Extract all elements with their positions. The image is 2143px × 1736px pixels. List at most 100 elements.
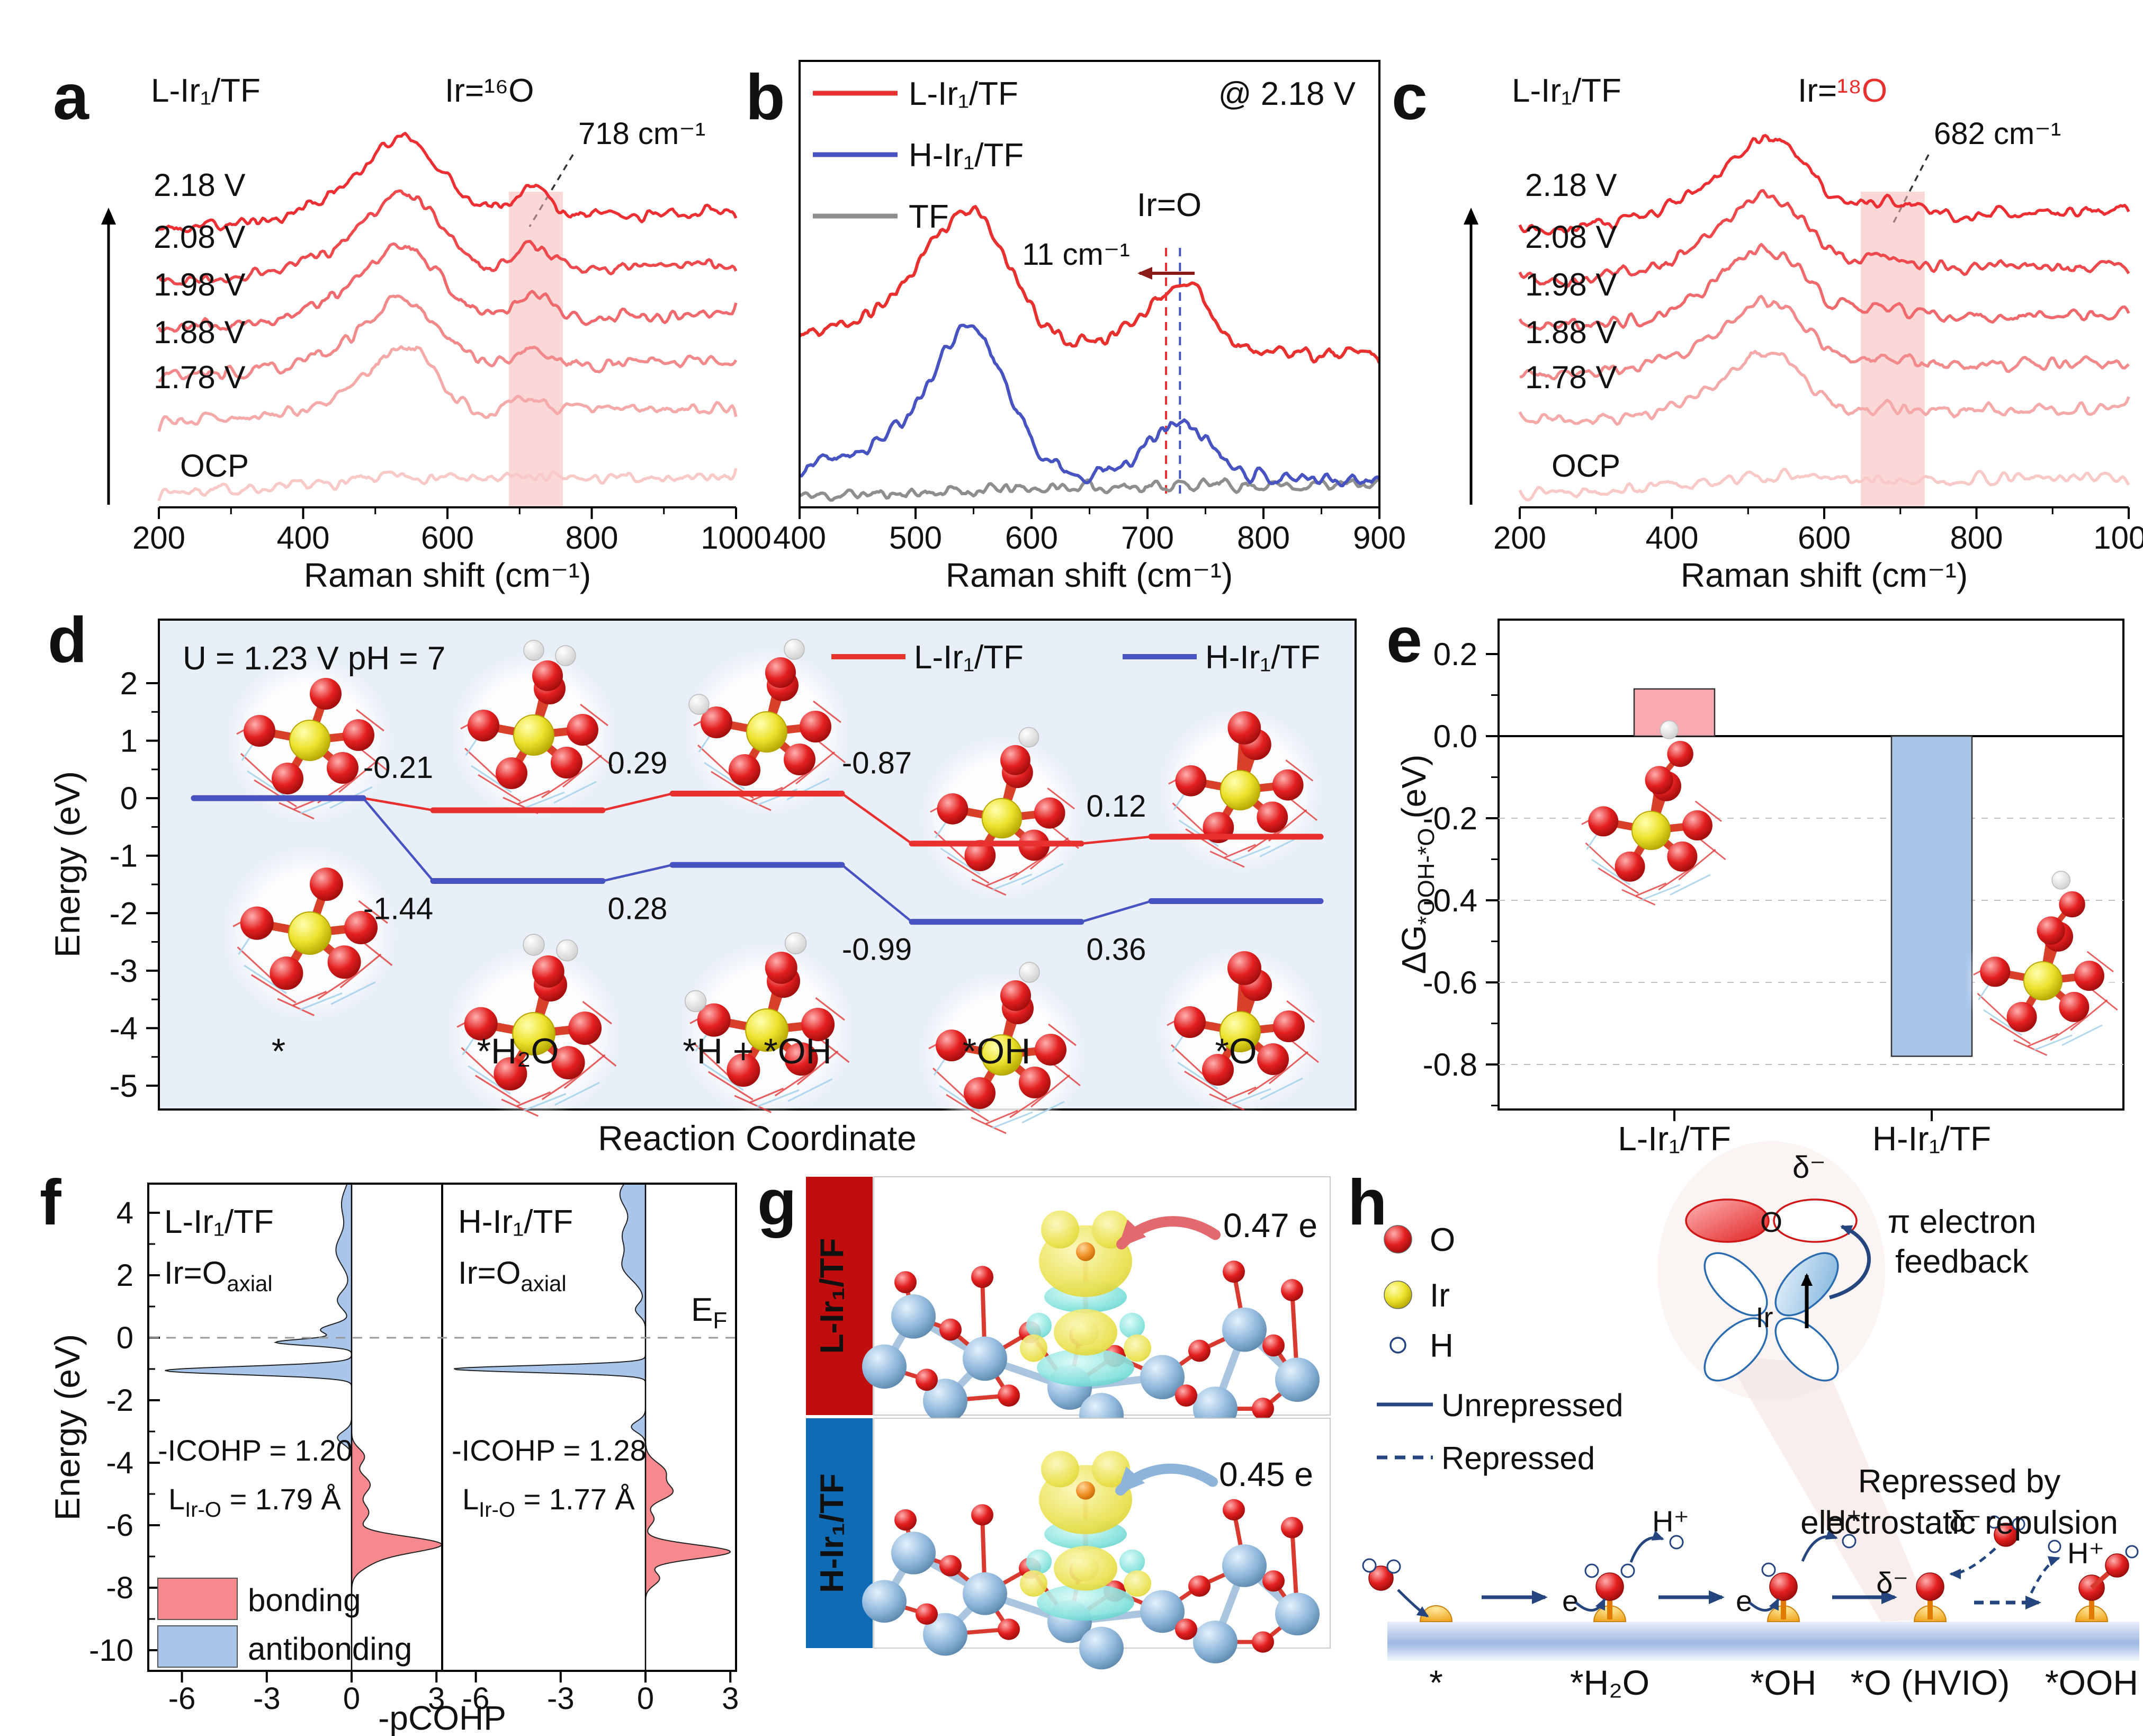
charge-label-l: 0.47 e [1223, 1206, 1317, 1245]
delta-minus-label: δ⁻ [1949, 1505, 1981, 1538]
lattice-red-line [363, 942, 393, 967]
trace-label: 1.78 V [154, 360, 245, 395]
charge-density-scene [862, 1418, 1331, 1670]
lattice-red-line [292, 990, 327, 1006]
species-label-c: Ir=¹⁸O [1798, 73, 1887, 109]
banner-label-l: L-Ir₁/TF [814, 1238, 850, 1354]
hydrogen-atom [556, 939, 578, 962]
oxygen-atom [310, 678, 342, 710]
lattice-red-line [1030, 1074, 1070, 1108]
molecule-inset [452, 640, 616, 817]
lattice-red-line [1209, 851, 1245, 868]
delta-g-value: 0.28 [608, 891, 668, 926]
lattice-red-line [501, 1098, 539, 1117]
oxygen-atom [532, 660, 563, 691]
electron-label: e [1562, 1584, 1579, 1617]
hydrogen-atom [2125, 1545, 2139, 1559]
lattice-red-line [694, 1043, 734, 1081]
lattice-blue-line [992, 1111, 1033, 1129]
y-tick-label: -2 [106, 1383, 133, 1418]
step-label-3: *O (HVIO) [1851, 1663, 2010, 1702]
oxygen-atom [1252, 1631, 1274, 1653]
step-connector [602, 792, 673, 812]
legend-label: H-Ir₁/TF [909, 137, 1024, 174]
oxygen-atom [729, 754, 760, 786]
delta-g-value: -1.44 [363, 891, 433, 926]
bond-main: Ir=O [458, 1255, 521, 1291]
f-left-bond: Ir=Oaxial [164, 1255, 273, 1296]
lattice-red-line [1598, 867, 1639, 894]
legend-atom-Ir [1384, 1281, 1412, 1309]
oxygen-atom [1227, 951, 1261, 985]
energy-diagram: 2 1 0 -1 -2 -3 -4 -5 -0.21 0.29 -0.87 0.12 -1.44 0.28… [110, 619, 1357, 1137]
pcohp-curves-L-Ir₁/TF [165, 1185, 441, 1600]
trace-label: 1.98 V [154, 267, 245, 302]
oxygen-atom [2059, 891, 2085, 918]
ef-sub: F [713, 1308, 727, 1334]
trace-label: OCP [180, 448, 249, 484]
ir-o-label: Ir=O [1137, 187, 1201, 223]
x-tick-label: 200 [132, 520, 185, 556]
electron-label: e [1736, 1584, 1752, 1617]
antibonding-area [165, 1185, 352, 1600]
raman-trace-OCP [1518, 468, 2130, 502]
oxygen-atom [800, 711, 831, 742]
lattice-red-line [934, 830, 972, 866]
y-tick-label: -0.8 [1423, 1047, 1477, 1082]
trace-label: 2.08 V [154, 219, 245, 255]
molecule-inset [920, 962, 1084, 1137]
y-tick-label: 4 [116, 1196, 133, 1230]
lattice-blue-line [553, 781, 597, 804]
f-left-sample: L-Ir₁/TF [164, 1204, 274, 1240]
lattice-red-line [2086, 951, 2114, 973]
y-tick-label: -1 [110, 838, 138, 874]
molecule-inset [223, 847, 396, 1019]
ylabel-sub: *OOH-*O [1413, 828, 1439, 925]
delta-minus-label: δ⁻ [1876, 1566, 1908, 1599]
delta-g-value: -0.99 [842, 933, 912, 967]
raman-trace-2.18 V [158, 131, 738, 234]
x-tick-label: 500 [889, 520, 942, 556]
panel-e-letter: e [1386, 604, 1422, 676]
iridium-atom [981, 1034, 1023, 1076]
oxygen-atom [2105, 1553, 2129, 1578]
oxygen-atom [1257, 801, 1288, 833]
deprotonation-arrow [1629, 1531, 1664, 1563]
f-right-length: LIr-O = 1.77 Å [462, 1482, 635, 1522]
iridium-atom [981, 798, 1023, 839]
step-label-4: *OOH [2045, 1663, 2138, 1702]
ir-orbital-lobe [1703, 1317, 1768, 1382]
peak-annotation-c: 682 cm⁻¹ [1934, 117, 2061, 151]
step-connector [363, 797, 434, 812]
x-tick-label: 600 [1798, 520, 1851, 556]
y-tick-label: -3 [110, 953, 138, 989]
x-tick-label: 800 [1950, 520, 2003, 556]
lattice-red-line [749, 1087, 784, 1103]
o-orbital-lobe-filled [1685, 1198, 1770, 1243]
lattice-blue-line [1230, 845, 1271, 863]
lattice-blue-line [704, 762, 745, 790]
ti-atom [862, 1344, 907, 1389]
iridium-atom [289, 720, 330, 761]
lattice-blue-line [756, 1089, 800, 1108]
y-tick-label: 0 [120, 781, 138, 816]
lattice-blue-line [992, 873, 1033, 891]
x-tick-label: 400 [773, 520, 826, 556]
charge-accumulation-lobe [1020, 1334, 1047, 1362]
feedback-text-1: π electron [1888, 1204, 2037, 1240]
x-tick-label: 800 [1237, 520, 1290, 556]
hydrogen-atom [523, 640, 544, 661]
charge-accumulation-lobe [1124, 1334, 1151, 1362]
oxygen-atom [1980, 956, 2011, 987]
x-axis-label-f: -pCOHP [378, 1699, 506, 1736]
oxygen-atom [532, 955, 564, 988]
iridium-atom [746, 711, 787, 753]
orbital-o-label: O [1760, 1206, 1782, 1238]
reaction-step-label: *OH [963, 1031, 1030, 1071]
raman-trace-1.78 V [157, 345, 738, 432]
sample-label-c: L-Ir₁/TF [1512, 73, 1621, 109]
lattice-blue-line [1983, 1009, 2022, 1036]
peak-annotation-a: 718 cm⁻¹ [578, 117, 705, 151]
lattice-red-line [237, 946, 277, 984]
panel-f-letter: f [40, 1166, 61, 1238]
